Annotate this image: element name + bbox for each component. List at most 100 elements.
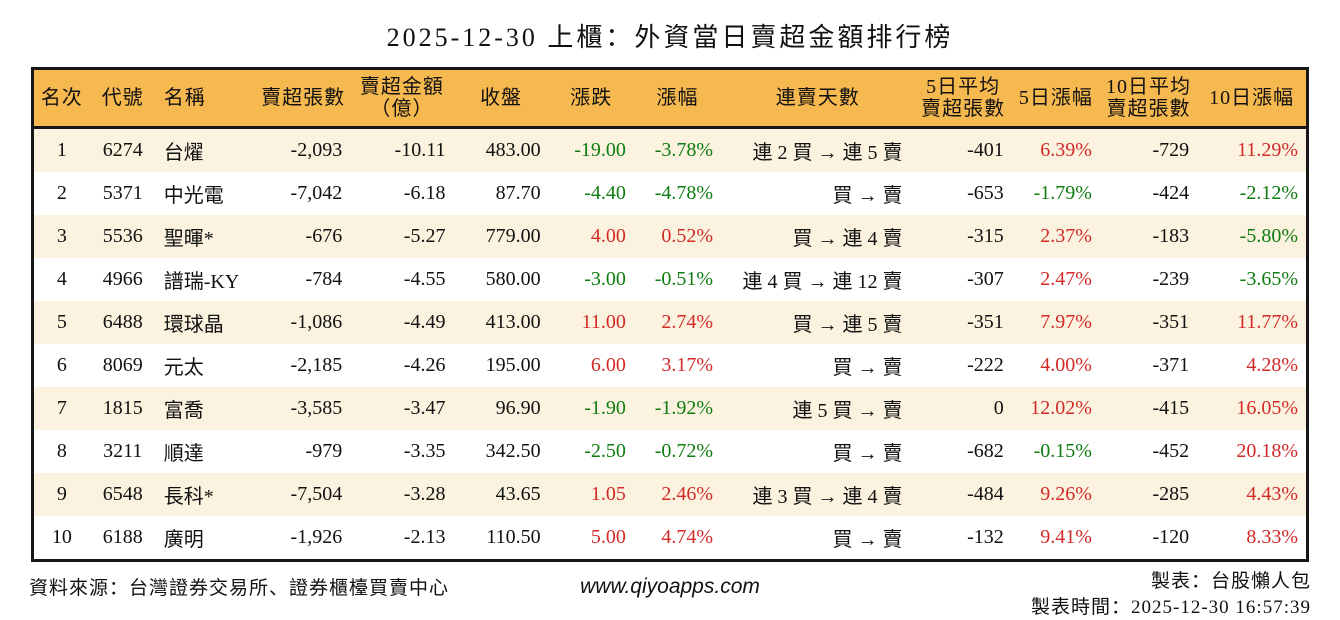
- table-row: 5 6488 環球晶 -1,086 -4.49 413.00 11.00 2.7…: [32, 301, 1308, 344]
- cell-pct10: -2.12%: [1239, 182, 1298, 204]
- table-row: 6 8069 元太 -2,185 -4.26 195.00 6.00 3.17%…: [32, 344, 1308, 387]
- ranking-table-container: 名次 代號 名稱 賣超張數 賣超金額 （億） 收盤 漲跌 漲幅 連賣天數 5日平…: [31, 67, 1309, 562]
- cell-avg5: -222: [967, 354, 1004, 376]
- cell-streak: 買 → 賣: [832, 529, 903, 551]
- cell-close: 413.00: [485, 311, 541, 333]
- cell-sell-volume: -1,086: [290, 311, 343, 333]
- cell-change-pct: 2.46%: [661, 483, 714, 505]
- cell-avg5: -484: [967, 483, 1004, 505]
- credit-block: 製表：台股懶人包 製表時間：2025-12-30 16:57:39: [1031, 569, 1311, 620]
- cell-sell-amount: -3.47: [403, 397, 446, 419]
- cell-change-pct: -0.72%: [654, 440, 714, 462]
- cell-avg10: -285: [1152, 483, 1190, 505]
- cell-rank: 1: [56, 139, 67, 161]
- cell-streak: 買 → 連 4 賣: [792, 228, 903, 250]
- cell-change: 11.00: [581, 311, 626, 333]
- cell-close: 483.00: [485, 139, 541, 161]
- cell-rank: 10: [51, 526, 72, 548]
- cell-change: -2.50: [584, 440, 626, 462]
- cell-streak: 連 2 買 → 連 5 賣: [752, 142, 903, 164]
- cell-rank: 4: [56, 268, 67, 290]
- cell-close: 342.50: [485, 440, 541, 462]
- cell-rank: 6: [56, 354, 67, 376]
- cell-streak: 連 4 買 → 連 12 賣: [742, 271, 903, 293]
- cell-avg5: -682: [967, 440, 1004, 462]
- cell-streak: 買 → 連 5 賣: [792, 314, 903, 336]
- cell-streak: 連 3 買 → 連 4 賣: [752, 486, 903, 508]
- cell-sell-volume: -7,504: [290, 483, 343, 505]
- cell-pct10: 11.29%: [1237, 139, 1298, 161]
- cell-avg10: -371: [1152, 354, 1190, 376]
- cell-streak: 買 → 賣: [832, 357, 903, 379]
- cell-code: 5536: [102, 225, 143, 247]
- cell-pct5: 2.47%: [1040, 268, 1092, 290]
- cell-rank: 3: [56, 225, 67, 247]
- cell-sell-volume: -1,926: [290, 526, 343, 548]
- cell-pct10: 4.43%: [1246, 483, 1298, 505]
- cell-avg5: -307: [967, 268, 1004, 290]
- cell-streak: 連 5 買 → 賣: [792, 400, 903, 422]
- cell-change-pct: 2.74%: [661, 311, 714, 333]
- cell-avg10: -729: [1152, 139, 1190, 161]
- table-row: 1 6274 台燿 -2,093 -10.11 483.00 -19.00 -3…: [32, 127, 1308, 172]
- cell-sell-volume: -3,585: [290, 397, 343, 419]
- cell-pct10: 8.33%: [1246, 526, 1298, 548]
- col-header-name: 名稱: [155, 68, 256, 129]
- table-row: 7 1815 富喬 -3,585 -3.47 96.90 -1.90 -1.92…: [32, 387, 1308, 430]
- cell-code: 6488: [102, 311, 143, 333]
- cell-name: 中光電: [163, 185, 224, 207]
- cell-streak: 買 → 賣: [832, 185, 903, 207]
- col-header-change: 漲跌: [548, 68, 634, 129]
- cell-name: 台燿: [163, 142, 204, 164]
- page-title: 2025-12-30 上櫃：外資當日賣超金額排行榜: [386, 23, 954, 52]
- cell-pct5: 9.41%: [1040, 526, 1092, 548]
- cell-pct5: 2.37%: [1040, 225, 1092, 247]
- cell-change: -3.00: [584, 268, 626, 290]
- col-header-streak: 連賣天數: [721, 68, 915, 129]
- cell-change-pct: -3.78%: [654, 139, 714, 161]
- cell-avg10: -183: [1152, 225, 1190, 247]
- cell-sell-amount: -3.28: [403, 483, 446, 505]
- table-row: 4 4966 譜瑞-KY -784 -4.55 580.00 -3.00 -0.…: [32, 258, 1308, 301]
- cell-sell-volume: -2,185: [290, 354, 343, 376]
- cell-name: 順達: [163, 443, 204, 465]
- cell-rank: 5: [56, 311, 67, 333]
- cell-code: 1815: [102, 397, 143, 419]
- cell-pct5: -1.79%: [1033, 182, 1092, 204]
- cell-rank: 8: [56, 440, 67, 462]
- credit-author: 製表：台股懶人包: [1150, 571, 1311, 592]
- cell-code: 6274: [102, 139, 143, 161]
- cell-name: 元太: [163, 357, 204, 379]
- cell-name: 環球晶: [163, 314, 224, 336]
- cell-code: 4966: [102, 268, 143, 290]
- cell-sell-amount: -10.11: [394, 139, 446, 161]
- cell-sell-volume: -2,093: [290, 139, 343, 161]
- col-header-rank: 名次: [32, 68, 90, 129]
- cell-sell-volume: -979: [305, 440, 343, 462]
- cell-code: 5371: [102, 182, 143, 204]
- cell-avg5: -132: [967, 526, 1004, 548]
- cell-pct10: 16.05%: [1236, 397, 1298, 419]
- cell-pct5: 12.02%: [1030, 397, 1092, 419]
- cell-avg10: -452: [1152, 440, 1190, 462]
- cell-code: 8069: [102, 354, 143, 376]
- cell-avg5: -653: [967, 182, 1004, 204]
- col-header-close: 收盤: [453, 68, 549, 129]
- cell-avg5: -315: [967, 225, 1004, 247]
- cell-sell-volume: -784: [305, 268, 343, 290]
- cell-sell-amount: -4.49: [403, 311, 446, 333]
- table-row: 9 6548 長科* -7,504 -3.28 43.65 1.05 2.46%…: [32, 473, 1308, 516]
- cell-name: 富喬: [163, 400, 204, 422]
- cell-close: 87.70: [495, 182, 541, 204]
- cell-change: 1.05: [590, 483, 626, 505]
- cell-avg10: -120: [1152, 526, 1190, 548]
- cell-change-pct: -4.78%: [654, 182, 714, 204]
- cell-avg5: -401: [967, 139, 1004, 161]
- table-row: 10 6188 廣明 -1,926 -2.13 110.50 5.00 4.74…: [32, 516, 1308, 561]
- cell-pct10: 4.28%: [1246, 354, 1298, 376]
- cell-avg10: -415: [1152, 397, 1190, 419]
- cell-change: 5.00: [590, 526, 626, 548]
- cell-change: -1.90: [584, 397, 626, 419]
- cell-name: 廣明: [163, 529, 204, 551]
- cell-close: 580.00: [485, 268, 541, 290]
